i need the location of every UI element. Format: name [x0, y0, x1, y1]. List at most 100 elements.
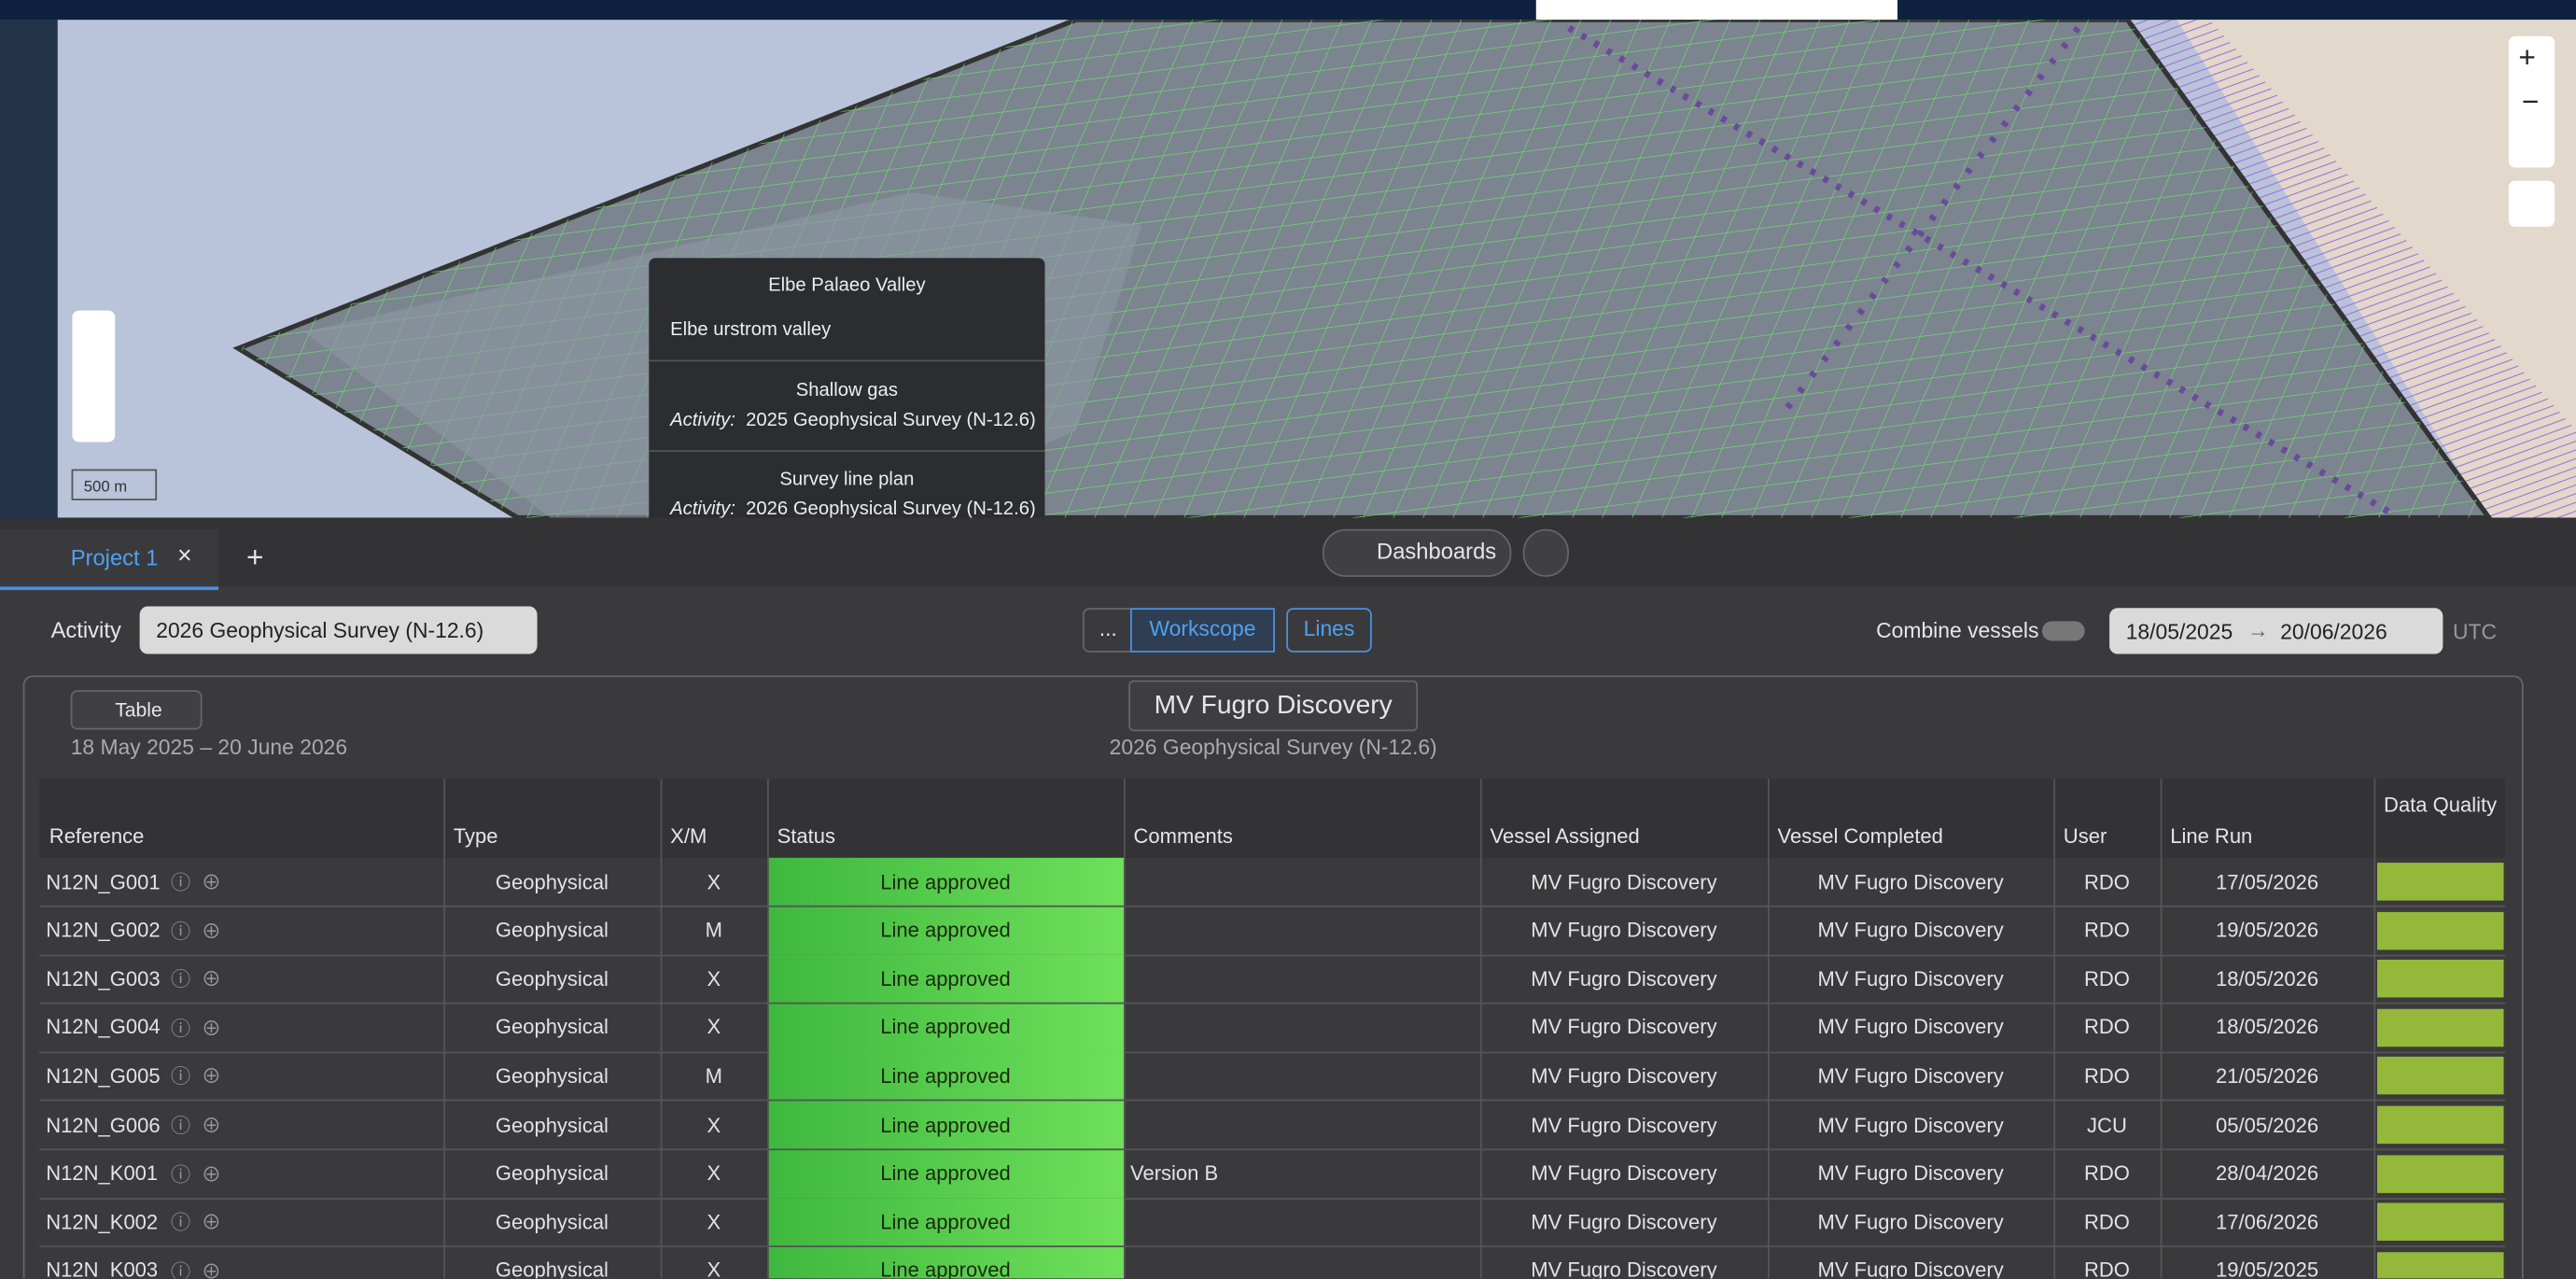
date-to[interactable]: 20/06/2026 [2280, 619, 2387, 644]
table-cell: 21/05/2026 [2216, 1064, 2319, 1089]
table-header [39, 779, 2506, 858]
table-cell: Geophysical [495, 1016, 609, 1039]
table-cell: 18/05/2026 [2216, 967, 2319, 991]
table-cell: MV Fugro Discovery [1531, 1113, 1717, 1137]
row-icons: ⓘ ⊕ [171, 1162, 222, 1187]
table-cell: Line approved [880, 1258, 1011, 1279]
row-icons: ⓘ ⊕ [171, 968, 222, 991]
close-tab[interactable]: × [177, 541, 192, 570]
view-select[interactable] [70, 690, 203, 730]
table-cell: N12N_G005 [46, 1064, 161, 1089]
project-tab[interactable] [0, 528, 219, 590]
table-cell: MV Fugro Discovery [1531, 870, 1717, 893]
table-cell: Line approved [880, 870, 1011, 893]
panel [22, 675, 2524, 1279]
table-cell: Line approved [880, 1016, 1011, 1039]
graphic [1567, 24, 2392, 516]
table-cell: RDO [2084, 1258, 2130, 1279]
sidebar [0, 20, 58, 518]
table-cell: Version B [1130, 1161, 1219, 1186]
table-cell: MV Fugro Discovery [1531, 967, 1717, 991]
workscope-button[interactable]: Workscope [1130, 608, 1275, 653]
activity-select[interactable] [139, 606, 538, 654]
table-cell: RDO [2084, 1016, 2130, 1039]
graphic [2508, 35, 2555, 168]
table-cell: Line approved [880, 1161, 1011, 1186]
table-cell: MV Fugro Discovery [1531, 1161, 1717, 1186]
dashboards-button[interactable] [1322, 528, 1512, 577]
divider [649, 450, 1045, 453]
view-label[interactable]: Table [115, 698, 162, 722]
date-range[interactable] [2109, 608, 2443, 654]
panel-subtitle: 2026 Geophysical Survey (N-12.6) [1109, 734, 1437, 760]
tab-bar [0, 517, 2576, 587]
tooltip-label: Activity: [670, 499, 735, 518]
quality-bar [2377, 1154, 2504, 1193]
graphic [2110, 20, 2576, 518]
graphic: Activity: 2026 Geophysical Survey (N-12.… [670, 499, 1036, 517]
table-cell: X [707, 1113, 721, 1137]
table-cell: MV Fugro Discovery [1531, 1016, 1717, 1039]
table-cell: RDO [2084, 870, 2130, 893]
tab-label[interactable]: Project 1 [70, 545, 159, 570]
row-icons: ⓘ ⊕ [171, 1211, 222, 1235]
table-cell: 28/04/2026 [2216, 1161, 2319, 1186]
divider [649, 359, 1045, 362]
map-tooltip: Elbe Palaeo Valley Elbe urstrom valley S… [649, 258, 1045, 518]
table-cell: MV Fugro Discovery [1531, 919, 1717, 942]
tooltip-label: Activity: [670, 411, 735, 431]
timezone: UTC [2452, 619, 2498, 644]
dashboards-label[interactable]: Dashboards [1377, 539, 1497, 564]
table-cell: Geophysical [495, 967, 609, 991]
table-cell: 17/05/2026 [2216, 870, 2319, 893]
map-scale: 500 m [84, 477, 127, 495]
row-divider [39, 953, 2506, 956]
table-cell: M [705, 919, 722, 942]
table-cell: N12N_G001 [46, 870, 161, 893]
column-header: Status [777, 824, 835, 849]
column-header: User [2063, 824, 2107, 849]
table-cell: N12N_K003 [46, 1258, 159, 1279]
table-cell: JCU [2087, 1113, 2127, 1137]
table-cell: N12N_G002 [46, 919, 161, 942]
graphic: Activity: 2025 Geophysical Survey (N-12.… [670, 411, 1036, 430]
panel-title: MV Fugro Discovery [1128, 680, 1419, 732]
column-header: Vessel Assigned [1490, 824, 1640, 849]
table-cell: Line approved [880, 1113, 1011, 1137]
panel-range: 18 May 2025 – 20 June 2026 [70, 734, 348, 760]
table-cell: Line approved [880, 967, 1011, 991]
column-header: Vessel Completed [1777, 824, 1943, 849]
table-cell: Line approved [880, 1210, 1011, 1234]
add-tab[interactable]: + [246, 541, 264, 574]
expand-button[interactable] [1522, 528, 1569, 577]
row-icons: ⓘ ⊕ [171, 919, 222, 943]
table-cell: MV Fugro Discovery [1817, 870, 2004, 893]
row-divider [39, 1003, 2506, 1005]
table-cell: X [707, 1161, 721, 1186]
more-button[interactable]: ... [1082, 608, 1134, 653]
table-cell: RDO [2084, 919, 2130, 942]
table-cell: X [707, 967, 721, 991]
table-cell: N12N_G004 [46, 1016, 161, 1039]
quality-bar [2377, 863, 2504, 901]
row-divider [39, 1197, 2506, 1200]
table-cell: MV Fugro Discovery [1531, 1258, 1717, 1279]
tooltip-activity: 2025 Geophysical Survey (N-12.6) [746, 411, 1036, 431]
graphic [1780, 25, 2081, 416]
status-cell [768, 1052, 1124, 1101]
table-cell: Geophysical [495, 1258, 609, 1279]
activity-value[interactable]: 2026 Geophysical Survey (N-12.6) [156, 617, 484, 643]
row-icons: ⓘ ⊕ [171, 1017, 222, 1040]
table-cell: X [707, 1016, 721, 1039]
map[interactable]: 500 m + − [57, 20, 2576, 518]
column-divider [1479, 779, 1482, 1279]
graphic [2508, 180, 2555, 227]
table-cell: N12N_K001 [46, 1161, 159, 1186]
status-cell [768, 1004, 1124, 1052]
toggle[interactable] [2041, 621, 2085, 641]
column-header: X/M [670, 824, 707, 849]
lines-button[interactable]: Lines [1286, 608, 1372, 653]
quality-bar [2377, 1057, 2504, 1095]
date-from[interactable]: 18/05/2025 [2125, 619, 2233, 644]
